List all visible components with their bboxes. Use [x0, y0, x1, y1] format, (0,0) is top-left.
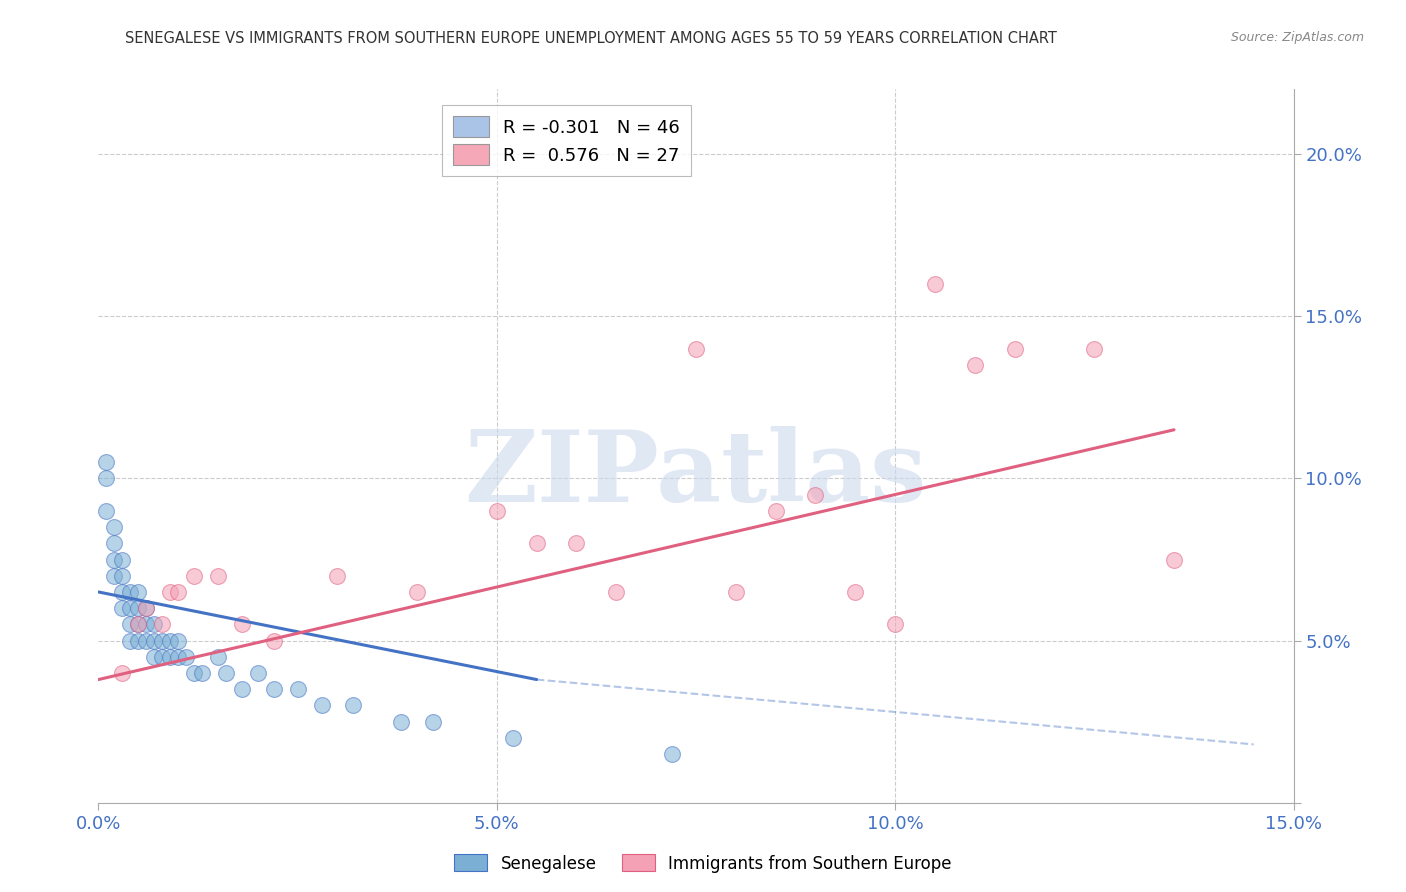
Point: [103, 568, 125, 582]
Point: [1163, 552, 1185, 566]
Point: [844, 585, 866, 599]
Point: [111, 568, 134, 582]
Point: [150, 617, 173, 632]
Point: [111, 601, 134, 615]
Point: [207, 568, 229, 582]
Point: [183, 666, 205, 681]
Point: [167, 585, 190, 599]
Point: [120, 633, 142, 648]
Point: [135, 601, 157, 615]
Point: [311, 698, 333, 713]
Point: [326, 568, 349, 582]
Point: [159, 649, 181, 664]
Text: Source: ZipAtlas.com: Source: ZipAtlas.com: [1230, 31, 1364, 45]
Point: [1004, 342, 1026, 356]
Point: [1083, 342, 1105, 356]
Point: [111, 552, 134, 566]
Point: [231, 682, 253, 697]
Point: [406, 585, 429, 599]
Point: [246, 666, 269, 681]
Point: [120, 585, 142, 599]
Point: [661, 747, 683, 761]
Point: [287, 682, 309, 697]
Point: [167, 649, 190, 664]
Point: [103, 536, 125, 550]
Point: [143, 617, 166, 632]
Point: [191, 666, 214, 681]
Point: [127, 617, 149, 632]
Point: [120, 617, 142, 632]
Point: [884, 617, 907, 632]
Point: [263, 633, 285, 648]
Point: [103, 520, 125, 534]
Point: [685, 342, 707, 356]
Point: [422, 714, 444, 729]
Point: [231, 617, 253, 632]
Point: [159, 633, 181, 648]
Point: [103, 552, 125, 566]
Point: [263, 682, 285, 697]
Point: [804, 488, 827, 502]
Point: [127, 633, 149, 648]
Point: [963, 358, 986, 372]
Point: [127, 601, 149, 615]
Point: [565, 536, 588, 550]
Point: [215, 666, 238, 681]
Point: [150, 649, 173, 664]
Point: [389, 714, 412, 729]
Point: [502, 731, 524, 745]
Point: [127, 585, 149, 599]
Point: [127, 617, 149, 632]
Point: [207, 649, 229, 664]
Point: [143, 649, 166, 664]
Point: [724, 585, 747, 599]
Point: [159, 585, 181, 599]
Point: [135, 601, 157, 615]
Point: [135, 633, 157, 648]
Point: [111, 585, 134, 599]
Point: [96, 504, 118, 518]
Text: ZIPatlas: ZIPatlas: [465, 426, 927, 523]
Legend: Senegalese, Immigrants from Southern Europe: Senegalese, Immigrants from Southern Eur…: [447, 847, 959, 880]
Point: [526, 536, 548, 550]
Point: [167, 633, 190, 648]
Point: [96, 471, 118, 485]
Point: [135, 617, 157, 632]
Point: [96, 455, 118, 469]
Point: [174, 649, 197, 664]
Point: [150, 633, 173, 648]
Point: [924, 277, 946, 291]
Point: [485, 504, 508, 518]
Point: [183, 568, 205, 582]
Point: [605, 585, 627, 599]
Point: [765, 504, 787, 518]
Point: [120, 601, 142, 615]
Legend: R = -0.301   N = 46, R =  0.576   N = 27: R = -0.301 N = 46, R = 0.576 N = 27: [441, 105, 690, 176]
Text: SENEGALESE VS IMMIGRANTS FROM SOUTHERN EUROPE UNEMPLOYMENT AMONG AGES 55 TO 59 Y: SENEGALESE VS IMMIGRANTS FROM SOUTHERN E…: [125, 31, 1056, 46]
Point: [342, 698, 364, 713]
Point: [111, 666, 134, 681]
Point: [143, 633, 166, 648]
